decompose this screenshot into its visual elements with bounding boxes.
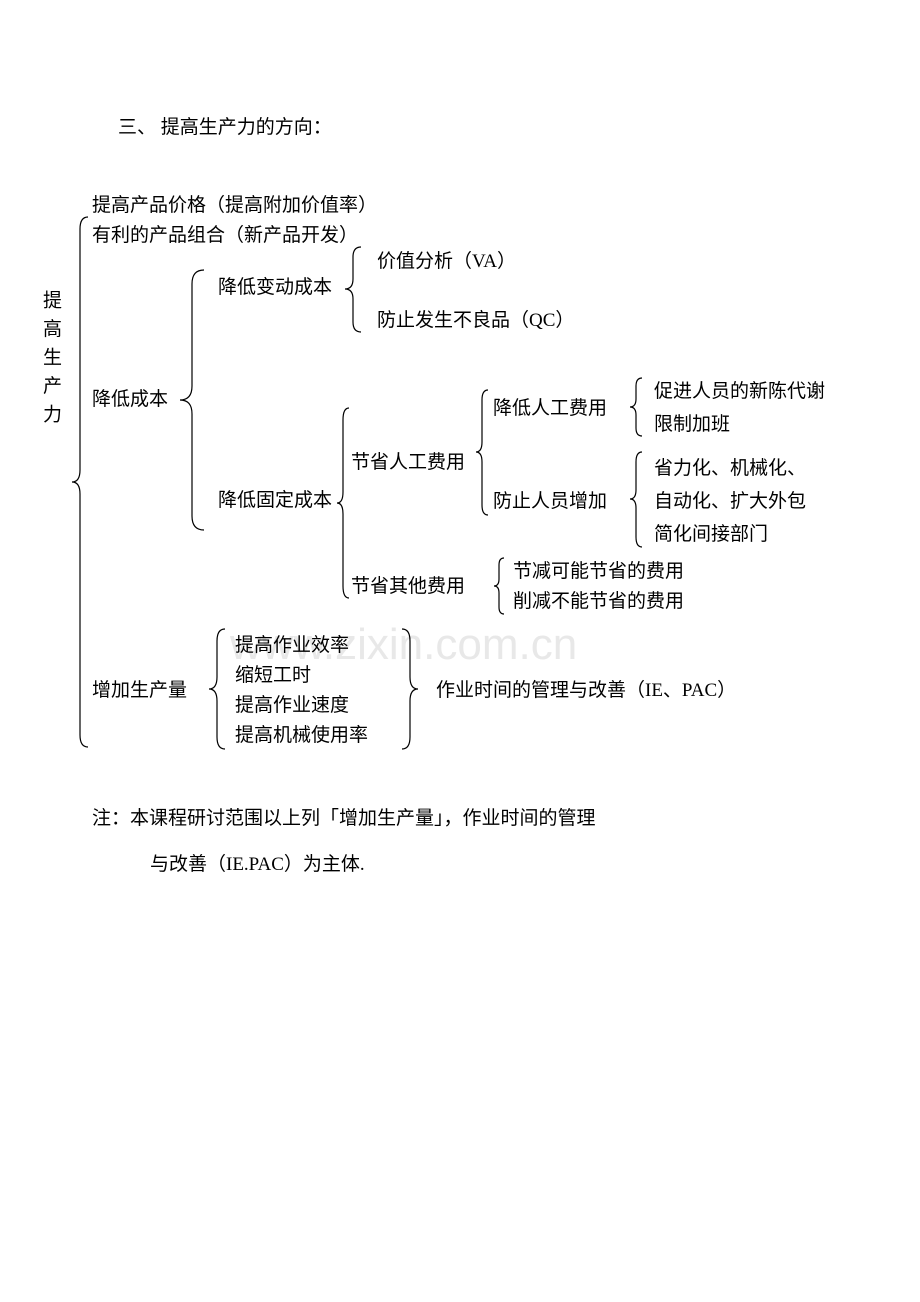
brace-other <box>490 558 508 614</box>
note-line1: 注：本课程研讨范围以上列「增加生产量」，作业时间的管理 <box>92 808 596 831</box>
brace-root <box>66 217 91 747</box>
l2-prod4: 提高机械使用率 <box>235 725 368 748</box>
root-label: 提高生产力 <box>37 290 64 433</box>
l4-labor2: 防止人员增加 <box>493 491 607 514</box>
l4-other2: 削减不能节省的费用 <box>513 591 684 614</box>
l4-other1: 节减可能节省的费用 <box>513 561 684 584</box>
l3-var2: 防止发生不良品（QC） <box>377 310 574 333</box>
l3-fix2: 节省其他费用 <box>351 576 465 599</box>
l3-fix1: 节省人工费用 <box>351 452 465 475</box>
brace-varcost <box>341 247 366 332</box>
note-line2: 与改善（IE.PAC）为主体. <box>150 854 365 877</box>
l2-prod3: 提高作业速度 <box>235 695 349 718</box>
brace-reduce-labor <box>626 378 646 436</box>
brace-prod-open <box>205 629 230 749</box>
l2-cost2: 降低固定成本 <box>218 490 332 513</box>
l2-prod-result: 作业时间的管理与改善（IE、PAC） <box>436 680 736 703</box>
l3-var1: 价值分析（VA） <box>377 251 516 274</box>
l5-prevent3: 简化间接部门 <box>654 524 768 547</box>
heading: 三、 提高生产力的方向： <box>118 117 332 140</box>
brace-labor <box>472 390 492 515</box>
l5-prevent1: 省力化、机械化、 <box>654 458 806 481</box>
brace-prevent <box>626 452 646 547</box>
l2-prod1: 提高作业效率 <box>235 635 349 658</box>
l1-item2: 有利的产品组合（新产品开发） <box>92 225 358 248</box>
l1-item3: 降低成本 <box>92 389 168 412</box>
l1-item1: 提高产品价格（提高附加价值率） <box>92 195 377 218</box>
l5-reduce2: 限制加班 <box>654 414 730 437</box>
l1-item4: 增加生产量 <box>92 680 187 703</box>
l4-labor1: 降低人工费用 <box>493 398 607 421</box>
l5-prevent2: 自动化、扩大外包 <box>654 491 806 514</box>
l2-prod2: 缩短工时 <box>235 665 311 688</box>
l5-reduce1: 促进人员的新陈代谢 <box>654 381 825 404</box>
brace-fixcost <box>333 408 353 598</box>
l2-cost1: 降低变动成本 <box>218 277 332 300</box>
brace-cost <box>174 270 209 530</box>
brace-prod-close <box>398 629 423 749</box>
